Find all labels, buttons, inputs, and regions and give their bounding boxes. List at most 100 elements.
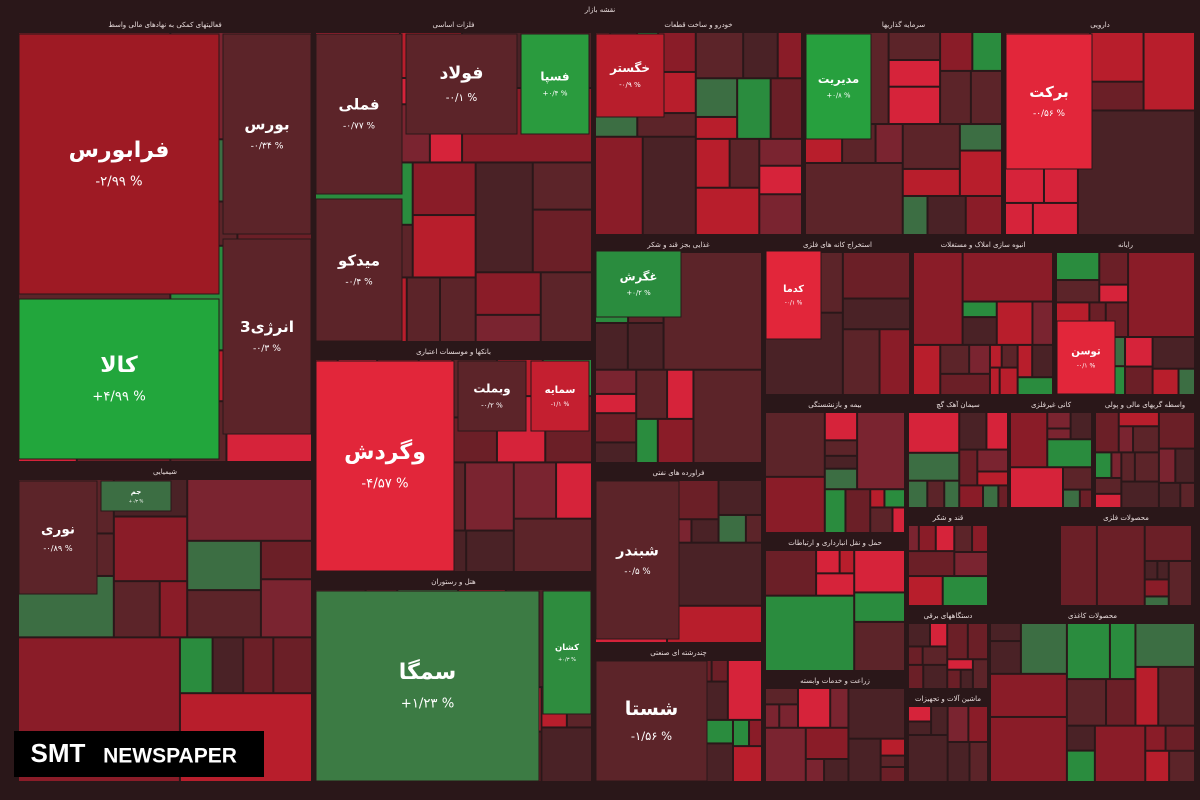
tile (1011, 468, 1063, 507)
tile (825, 490, 845, 532)
tile (1067, 680, 1106, 725)
tile (1169, 561, 1191, 605)
tile (766, 477, 824, 532)
tile (1179, 369, 1194, 394)
stock-tile (542, 590, 592, 715)
tile (467, 531, 513, 571)
watermark-box (14, 731, 264, 777)
tile (960, 413, 986, 449)
tile (760, 195, 801, 234)
sector-title: فراورده های نفتی (653, 469, 705, 477)
stock-symbol: فرابورس (69, 138, 170, 163)
stock-tile (520, 33, 590, 135)
tile (941, 71, 970, 124)
tile (413, 216, 475, 277)
sector-title: حمل و نقل انبارداری و ارتباطات (788, 539, 882, 547)
tile (1048, 440, 1091, 467)
tile (658, 419, 693, 462)
stock-change: +۴/۹۹ % (92, 390, 145, 405)
tile (997, 302, 1032, 344)
tile (831, 689, 848, 727)
tile (855, 593, 904, 621)
tile (924, 665, 947, 688)
tile (843, 253, 909, 298)
tile (991, 717, 1066, 781)
tile (945, 481, 959, 507)
stock-tile (405, 33, 518, 135)
tile (188, 541, 260, 590)
tile (533, 210, 591, 272)
stock-change: -۲/۹۹ % (95, 175, 142, 190)
tile (637, 419, 657, 462)
stock-tile (18, 33, 220, 295)
tile (696, 117, 737, 138)
tile (514, 519, 591, 571)
tile (825, 760, 848, 781)
tile (825, 413, 857, 440)
tile (746, 515, 761, 542)
tile (1071, 413, 1091, 439)
tile (1067, 751, 1094, 781)
stock-change: +۰/۴ % (542, 89, 567, 98)
tile (903, 196, 927, 234)
tile (719, 515, 745, 542)
sector-title: محصولات فلزی (1103, 514, 1149, 522)
tile (970, 742, 987, 781)
tile (914, 345, 940, 394)
tile (476, 163, 532, 272)
stock-change: -۰/۱ % (1077, 363, 1096, 370)
stock-change: -۰/۷۷ % (343, 121, 376, 131)
tile (188, 480, 311, 540)
tile (514, 463, 556, 518)
tile (960, 450, 977, 485)
tile (1153, 369, 1178, 394)
stock-tile (1056, 320, 1116, 395)
sector-title: دستگاههای برقی (924, 611, 973, 620)
tile (1006, 203, 1032, 234)
tile (858, 413, 904, 489)
tile (876, 125, 902, 162)
stock-change: +۱/۲۳ % (401, 697, 454, 712)
sector-title: فعالیتهای کمکی به نهادهای مالی واسط (108, 21, 221, 29)
tile (160, 582, 187, 637)
stock-tile (100, 480, 172, 512)
tile (728, 661, 761, 719)
tile (1166, 726, 1194, 750)
stock-change: -۰/۳۴ % (251, 141, 284, 152)
tile (1159, 667, 1194, 725)
tile (1078, 111, 1194, 234)
tile (806, 163, 902, 234)
tile (923, 647, 947, 664)
tile (1119, 427, 1133, 452)
tile (955, 526, 972, 551)
stock-symbol: فسپا (540, 69, 569, 83)
tile (1057, 253, 1099, 280)
stock-tile (315, 360, 455, 572)
tile (1033, 302, 1052, 344)
tile (909, 665, 923, 688)
stock-symbol: مدیریت (818, 72, 859, 86)
tile (968, 624, 987, 659)
tile (919, 526, 935, 551)
tile (1145, 597, 1168, 605)
stock-change: -۱/۵۶ % (631, 729, 672, 743)
tile (849, 739, 880, 781)
tile (825, 456, 857, 468)
tile (963, 253, 1052, 301)
tile (840, 551, 854, 573)
tile (825, 441, 857, 455)
tile (1048, 429, 1070, 439)
tile (261, 541, 311, 579)
tile (960, 151, 1001, 195)
tile (849, 689, 904, 738)
tile (909, 624, 929, 646)
tile (668, 370, 693, 418)
stock-tile (18, 480, 98, 595)
tile (476, 315, 540, 341)
stock-symbol: توسن (1071, 346, 1101, 357)
tile (889, 61, 940, 86)
tile (542, 728, 591, 781)
tile (948, 707, 968, 741)
tile (1100, 285, 1128, 302)
tile (1064, 468, 1091, 489)
